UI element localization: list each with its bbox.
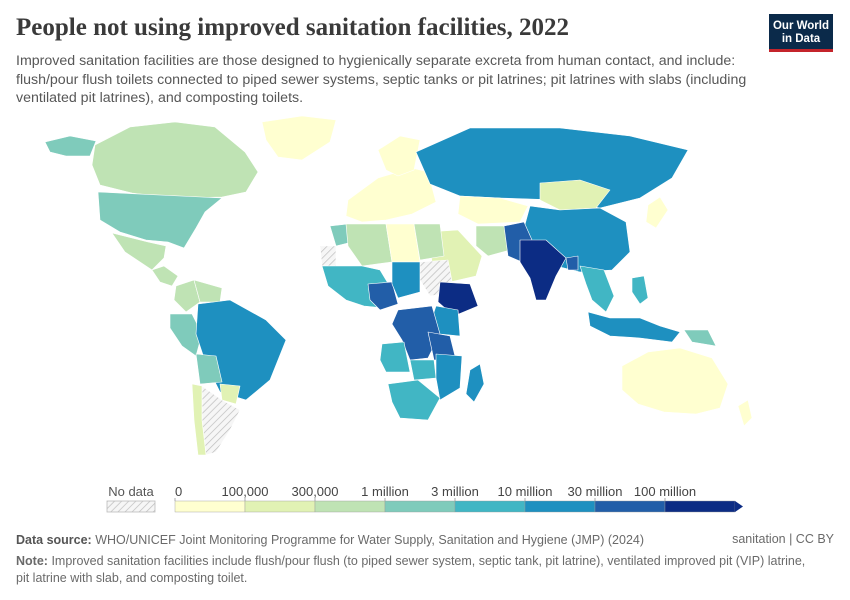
region-kazakhstan[interactable] — [457, 195, 529, 225]
source-line: Data source: WHO/UNICEF Joint Monitoring… — [16, 532, 834, 549]
region-egypt[interactable] — [413, 223, 445, 261]
region-central-america[interactable] — [151, 265, 179, 287]
region-paraguay[interactable] — [219, 383, 241, 405]
logo-line-1: Our World — [772, 20, 829, 32]
logo-line-2: in Data — [781, 33, 821, 45]
region-new-zealand[interactable] — [737, 399, 753, 427]
note-label: Note: — [16, 554, 48, 568]
legend-swatch-0[interactable] — [174, 500, 246, 513]
legend-tick-label: 10 million — [498, 484, 553, 499]
legend-tick-label: 100 million — [634, 484, 696, 499]
region-madagascar[interactable] — [465, 363, 485, 403]
legend-swatch-3[interactable] — [384, 500, 456, 513]
legend-swatch-6[interactable] — [594, 500, 666, 513]
region-europe[interactable] — [345, 167, 437, 223]
region-bolivia[interactable] — [195, 353, 223, 385]
region-chad[interactable] — [391, 261, 421, 299]
region-canada[interactable] — [91, 121, 259, 199]
legend-swatch-4[interactable] — [454, 500, 526, 513]
region-indonesia[interactable] — [587, 311, 681, 343]
region-chile[interactable] — [191, 383, 207, 456]
region-angola[interactable] — [379, 341, 411, 373]
region-india[interactable] — [519, 239, 567, 301]
region-mexico[interactable] — [111, 232, 167, 271]
region-nigeria[interactable] — [367, 281, 399, 311]
region-bangladesh[interactable] — [565, 255, 579, 271]
region-southeast-asia[interactable] — [579, 265, 615, 313]
region-dr-congo[interactable] — [391, 305, 441, 361]
legend-no-data-swatch — [106, 500, 156, 513]
world-map — [44, 115, 753, 456]
chart-subtitle: Improved sanitation facilities are those… — [16, 53, 747, 106]
legend-arrow-icon — [735, 501, 743, 512]
note-line: Note: Improved sanitation facilities inc… — [16, 553, 816, 586]
region-mozambique[interactable] — [435, 353, 463, 401]
chart-title: People not using improved sanitation fac… — [16, 14, 570, 41]
region-western-sahara[interactable] — [319, 245, 337, 267]
legend-swatch-5[interactable] — [524, 500, 596, 513]
region-japan[interactable] — [645, 196, 669, 229]
region-alaska[interactable] — [44, 135, 97, 157]
source-text[interactable]: WHO/UNICEF Joint Monitoring Programme fo… — [95, 533, 645, 547]
legend-swatch-7[interactable] — [664, 500, 736, 513]
region-papua-new-guinea[interactable] — [683, 329, 717, 347]
region-colombia[interactable] — [173, 279, 201, 313]
map-legend: No data 0 100,000 300,000 1 million 3 millio… — [106, 484, 743, 513]
region-scandinavia[interactable] — [377, 135, 421, 177]
legend-no-data-label: No data — [108, 484, 154, 499]
source-label: Data source: — [16, 533, 92, 547]
legend-swatch-1[interactable] — [244, 500, 316, 513]
region-algeria[interactable] — [345, 223, 393, 267]
legend-tick-label: 100,000 — [222, 484, 269, 499]
region-brazil[interactable] — [195, 299, 287, 401]
legend-tick-label: 0 — [175, 484, 182, 499]
legend-tick-label: 30 million — [568, 484, 623, 499]
legend-tick-label: 1 million — [361, 484, 409, 499]
legend-tick-label: 3 million — [431, 484, 479, 499]
owid-logo[interactable]: Our World in Data — [769, 14, 833, 52]
region-south-africa[interactable] — [387, 379, 441, 421]
region-zambia[interactable] — [409, 359, 437, 381]
legend-tick-label: 300,000 — [292, 484, 339, 499]
region-iran[interactable] — [475, 225, 511, 257]
region-philippines[interactable] — [631, 275, 649, 305]
region-united-states[interactable] — [97, 191, 223, 249]
note-text: Improved sanitation facilities include f… — [16, 554, 806, 585]
region-greenland[interactable] — [261, 115, 337, 161]
legend-swatch-2[interactable] — [314, 500, 386, 513]
region-australia[interactable] — [621, 347, 729, 415]
region-ethiopia[interactable] — [437, 281, 479, 317]
license-text[interactable]: sanitation | CC BY — [732, 532, 834, 546]
